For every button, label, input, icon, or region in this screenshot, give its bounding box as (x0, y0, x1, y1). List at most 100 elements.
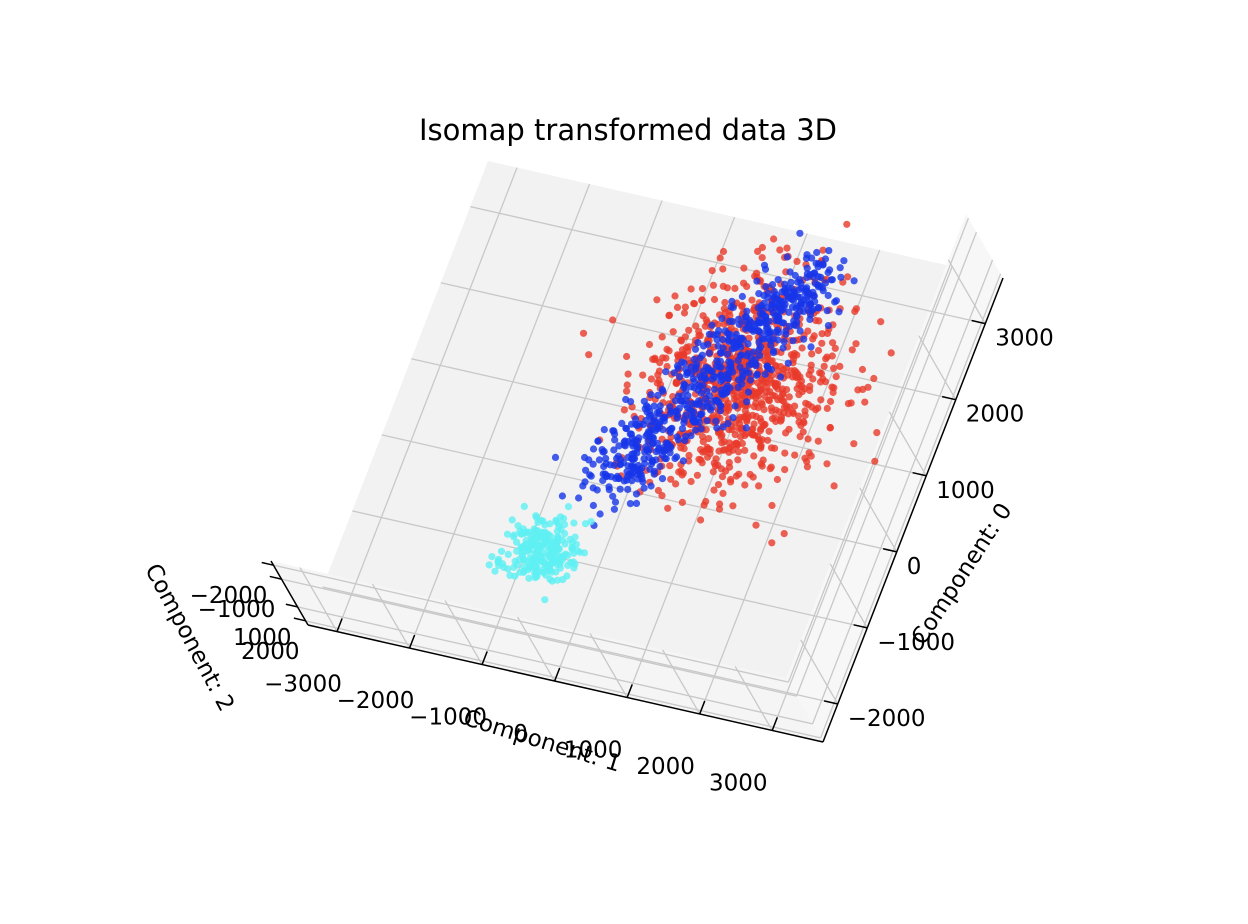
tick-mark (553, 667, 561, 682)
data-point (579, 329, 588, 337)
tick-mark (853, 624, 868, 629)
grid-line-z-left (305, 620, 821, 739)
data-point (719, 247, 728, 256)
data-point (774, 380, 782, 388)
data-point (732, 337, 740, 346)
y-axis-line (307, 624, 824, 743)
z-axis-line (270, 560, 309, 626)
data-point (746, 470, 754, 479)
data-point (668, 424, 676, 432)
y-tick-label: −2000 (337, 688, 415, 714)
grid-line-x-wall (888, 411, 927, 477)
data-point (762, 349, 770, 357)
data-point (744, 340, 752, 348)
grid-line-z-left (281, 578, 797, 697)
data-point (826, 266, 834, 274)
data-point (802, 254, 811, 262)
data-point (651, 354, 659, 362)
data-point (729, 446, 737, 454)
data-point (861, 398, 869, 406)
data-point (596, 510, 604, 518)
data-point (802, 285, 810, 293)
data-point (708, 321, 716, 329)
data-point (734, 376, 743, 384)
data-point (750, 452, 758, 460)
data-point (795, 286, 803, 294)
tick-mark (408, 634, 416, 649)
data-point (532, 548, 541, 556)
grid-line-y-wall (517, 616, 556, 682)
data-point (727, 359, 735, 367)
data-point (789, 352, 798, 360)
data-point (491, 567, 499, 575)
data-point (812, 316, 820, 325)
data-point (534, 527, 542, 535)
data-point (611, 436, 619, 444)
grid-line-y-floor (408, 183, 591, 649)
data-point (581, 453, 589, 462)
data-point (673, 379, 681, 387)
data-point (551, 453, 560, 461)
data-point (589, 501, 598, 510)
data-point (734, 456, 742, 464)
data-point (513, 547, 521, 555)
data-point (785, 425, 793, 433)
data-point (629, 442, 637, 450)
data-point (700, 501, 708, 509)
data-point (549, 555, 557, 563)
y-tick-label: 0 (513, 721, 528, 747)
data-point (772, 328, 780, 336)
data-point (827, 276, 835, 284)
data-point (814, 437, 822, 445)
data-point (673, 303, 682, 311)
data-point (614, 452, 623, 460)
data-point (729, 303, 737, 312)
data-point (760, 261, 769, 269)
data-point (709, 468, 717, 476)
data-point (710, 385, 719, 393)
data-point (624, 485, 632, 493)
data-point (685, 457, 693, 465)
data-point (730, 391, 738, 399)
data-point (615, 442, 623, 450)
data-point (568, 538, 577, 547)
data-point (670, 369, 678, 377)
data-point (801, 454, 809, 462)
data-point (531, 574, 539, 582)
x-tick-label: 2000 (966, 402, 1025, 428)
data-point (687, 432, 695, 440)
data-point (819, 246, 827, 254)
data-point (723, 284, 732, 292)
data-point (705, 330, 714, 338)
data-point (837, 273, 845, 281)
data-point (762, 283, 770, 291)
data-point (821, 378, 830, 386)
data-point (677, 336, 685, 344)
data-point (681, 303, 690, 311)
data-point (835, 308, 843, 316)
data-point (616, 460, 624, 468)
data-point (532, 568, 540, 576)
data-point (646, 465, 654, 473)
data-point (626, 500, 635, 508)
data-point (763, 329, 771, 337)
data-point (725, 403, 734, 412)
data-point (679, 352, 688, 360)
data-point (859, 385, 867, 393)
data-point (781, 449, 789, 457)
data-point (701, 375, 709, 383)
data-point (570, 519, 578, 527)
data-point (785, 393, 793, 401)
data-point (654, 486, 663, 495)
data-point (807, 361, 815, 369)
data-point (647, 482, 655, 490)
data-point (698, 351, 706, 359)
data-point (557, 526, 565, 534)
grid-line-y-wall (734, 666, 773, 731)
data-point (664, 504, 672, 512)
tick-mark (626, 684, 633, 698)
data-point (712, 362, 721, 370)
data-point (525, 574, 533, 582)
data-point (560, 514, 568, 523)
